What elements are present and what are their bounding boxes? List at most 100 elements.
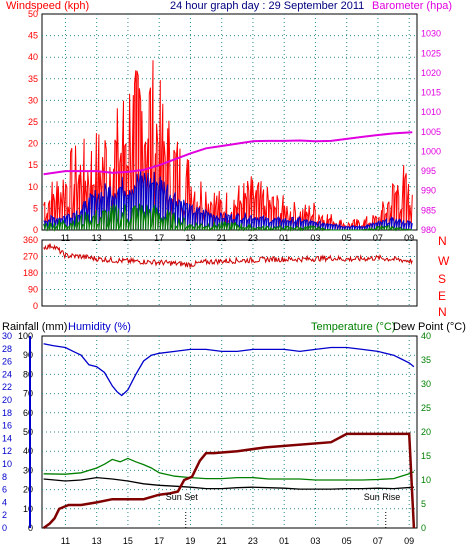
rainfall-tick-label: 28 <box>2 344 12 354</box>
y-tick-label: 50 <box>28 9 38 19</box>
x-tick-label: 05 <box>342 536 352 546</box>
x-tick-label: 23 <box>248 536 258 546</box>
rainfall-tick-label: 22 <box>2 382 12 392</box>
x-tick-label: 05 <box>342 233 352 243</box>
rainfall-series <box>42 432 416 530</box>
wind-direction-series <box>43 243 413 270</box>
rainfall-tick-label: 16 <box>2 421 12 431</box>
y-tick-label: 20 <box>28 139 38 149</box>
rainfall-tick-label: 8 <box>2 472 7 482</box>
compass-label: N <box>438 305 447 319</box>
y-tick-label: 360 <box>23 235 38 245</box>
rainfall-tick-label: 30 <box>2 331 12 341</box>
rainfall-axis-title: Rainfall (mm) <box>2 321 67 333</box>
x-tick-label: 09 <box>404 536 414 546</box>
temperature-tick-label: 10 <box>421 475 431 485</box>
x-tick-label: 17 <box>154 536 164 546</box>
humidity-tick-label: 40 <box>23 446 33 456</box>
humidity-tick-label: 10 <box>23 504 33 514</box>
x-tick-label: 15 <box>123 233 133 243</box>
rainfall-tick-label: 24 <box>2 369 12 379</box>
x-tick-label: 03 <box>310 536 320 546</box>
y-tick-label: 1020 <box>421 68 441 78</box>
humidity-tick-label: 90 <box>23 350 33 360</box>
humidity-tick-label: 20 <box>23 485 33 495</box>
rainfall-tick-label: 4 <box>2 497 7 507</box>
temperature-tick-label: 30 <box>421 379 431 389</box>
temperature-tick-label: 20 <box>421 427 431 437</box>
x-tick-label: 01 <box>279 233 289 243</box>
y-tick-label: 90 <box>28 285 38 295</box>
y-tick-label: 180 <box>23 268 38 278</box>
humidity-tick-label: 60 <box>23 408 33 418</box>
dewpoint-series <box>43 476 414 490</box>
humidity-tick-label: 100 <box>18 331 33 341</box>
y-tick-label: 35 <box>28 74 38 84</box>
y-tick-label: 5 <box>33 203 38 213</box>
windspeed-axis-title: Windspeed (kph) <box>6 0 89 12</box>
x-tick-label: 13 <box>92 233 102 243</box>
rainfall-tick-label: 2 <box>2 510 7 520</box>
humidity-tick-label: 80 <box>23 369 33 379</box>
barometer-series <box>43 131 413 176</box>
humidity-tick-label: 70 <box>23 389 33 399</box>
dewpoint-axis-title: Dew Point (°C) <box>393 321 466 333</box>
x-tick-label: 07 <box>373 536 383 546</box>
temperature-tick-label: 5 <box>421 499 426 509</box>
y-tick-label: 990 <box>421 186 436 196</box>
y-tick-label: 1010 <box>421 107 441 117</box>
y-tick-label: 45 <box>28 31 38 41</box>
rainfall-tick-label: 20 <box>2 395 12 405</box>
rainfall-tick-label: 10 <box>2 459 12 469</box>
x-tick-label: 01 <box>279 536 289 546</box>
humidity-tick-label: 30 <box>23 465 33 475</box>
y-tick-label: 1025 <box>421 48 441 58</box>
humidity-tick-label: 50 <box>23 427 33 437</box>
wind-average-series <box>43 203 413 232</box>
x-tick-label: 11 <box>61 536 70 546</box>
x-tick-label: 13 <box>92 536 102 546</box>
temperature-series <box>43 457 415 481</box>
rainfall-tick-label: 0 <box>2 523 7 533</box>
x-tick-label: 09 <box>404 233 414 243</box>
x-tick-label: 19 <box>185 233 195 243</box>
y-tick-label: 995 <box>421 166 436 176</box>
x-tick-label: 17 <box>154 233 164 243</box>
x-tick-label: 15 <box>123 536 133 546</box>
compass-label: N <box>438 234 447 248</box>
y-tick-label: 1015 <box>421 88 441 98</box>
x-tick-label: 23 <box>248 233 258 243</box>
y-tick-label: 985 <box>421 205 436 215</box>
compass-label: W <box>438 254 450 268</box>
y-tick-label: 1000 <box>421 146 441 156</box>
y-tick-label: 1005 <box>421 127 441 137</box>
y-tick-label: 270 <box>23 252 38 262</box>
humidity-series <box>43 343 415 397</box>
compass-label: E <box>438 289 446 303</box>
y-tick-label: 0 <box>33 301 38 311</box>
humidity-axis-title: Humidity (%) <box>68 321 131 333</box>
y-tick-label: 25 <box>28 117 38 127</box>
x-tick-label: 11 <box>61 233 70 243</box>
y-tick-label: 10 <box>28 182 38 192</box>
rainfall-tick-label: 14 <box>2 433 12 443</box>
temperature-tick-label: 15 <box>421 451 431 461</box>
x-tick-label: 07 <box>373 233 383 243</box>
graph-title: 24 hour graph day : 29 September 2011 <box>170 0 364 12</box>
y-tick-label: 1030 <box>421 29 441 39</box>
temperature-tick-label: 0 <box>421 523 426 533</box>
y-tick-label: 980 <box>421 225 436 235</box>
temperature-tick-label: 40 <box>421 331 431 341</box>
gust-average-series <box>43 169 413 231</box>
y-tick-label: 0 <box>33 225 38 235</box>
rainfall-tick-label: 6 <box>2 485 7 495</box>
x-tick-label: 19 <box>185 536 195 546</box>
y-tick-label: 30 <box>28 95 38 105</box>
y-tick-label: 40 <box>28 52 38 62</box>
rainfall-tick-label: 12 <box>2 446 12 456</box>
x-tick-label: 21 <box>217 233 227 243</box>
rainfall-tick-label: 26 <box>2 357 12 367</box>
sunset-label: Sun Set <box>166 492 199 502</box>
x-tick-label: 03 <box>310 233 320 243</box>
